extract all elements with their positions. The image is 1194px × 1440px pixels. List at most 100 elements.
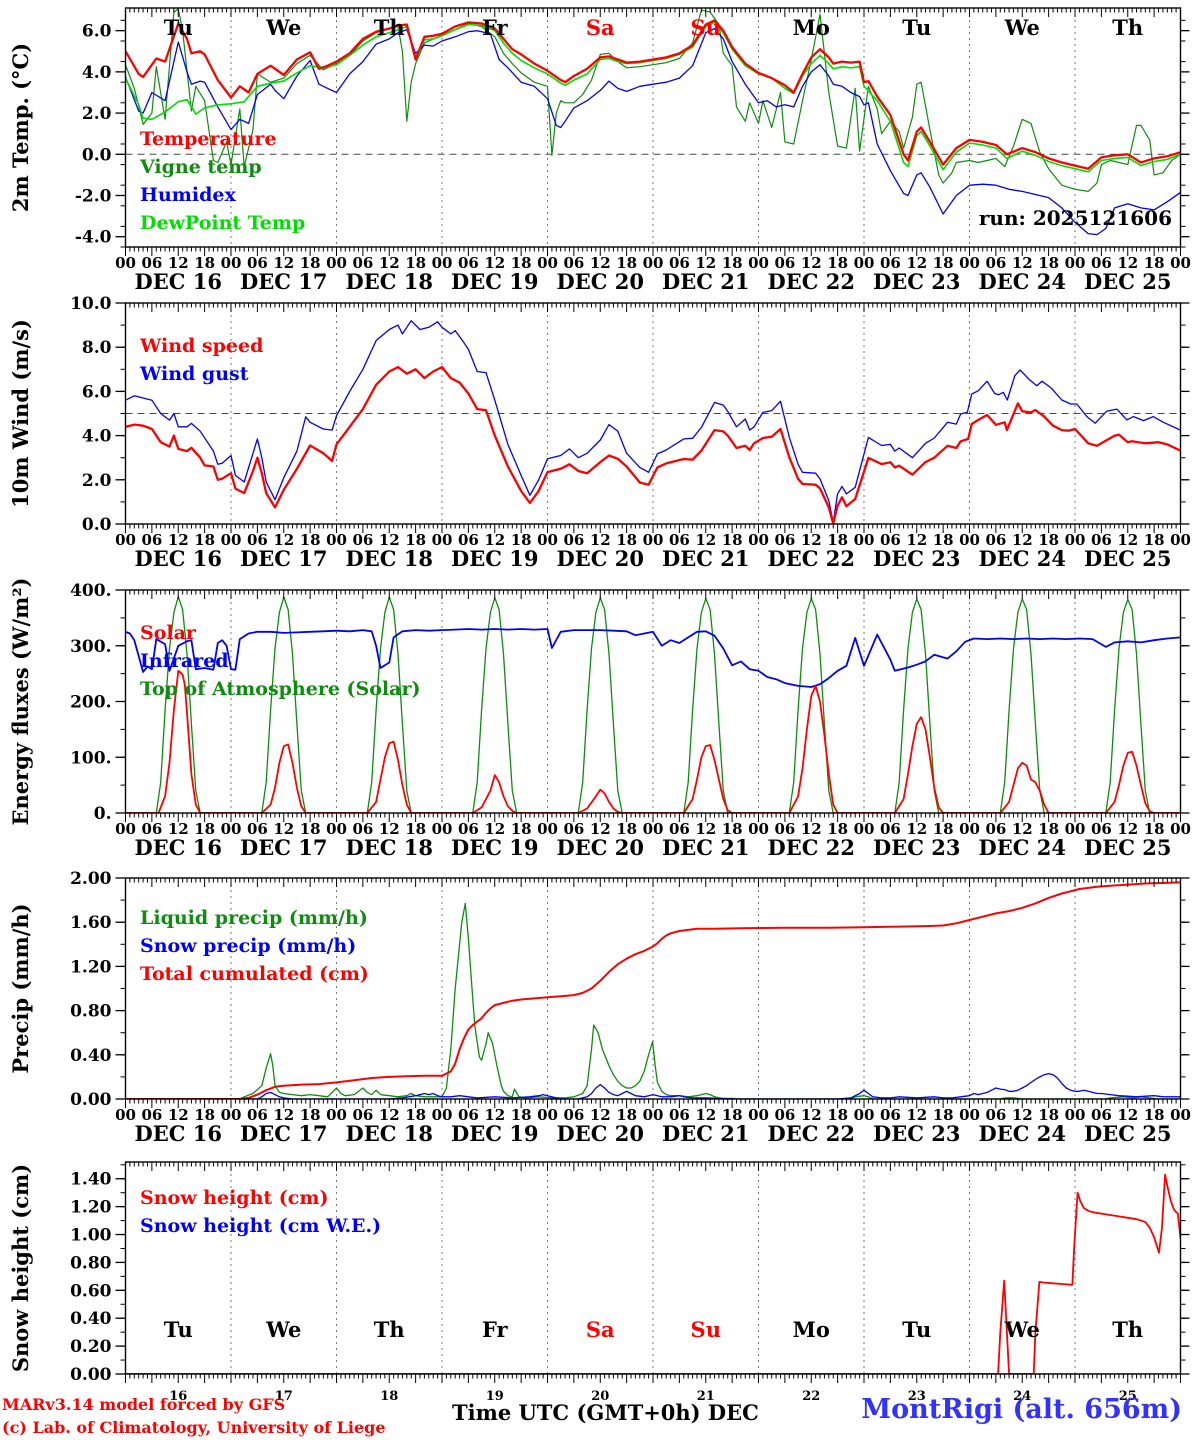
y-axis-title: Snow height (cm) [8, 1164, 33, 1372]
y-tick-label: 6.0 [82, 22, 112, 42]
hour-label: 18 [933, 254, 954, 272]
hour-label: 00 [643, 1106, 664, 1124]
hour-label: 00 [432, 531, 453, 549]
y-tick-label: 0.40 [70, 1046, 112, 1066]
hour-label: 06 [669, 1106, 690, 1124]
panel-2: 10.0 8.0 6.0 4.0 2.0 0.0 10m Wind (m/s) Wind sp… [8, 294, 1191, 571]
day-number-label: 23 [908, 1389, 926, 1404]
hour-label: 00 [221, 531, 242, 549]
hour-label: 00 [1065, 531, 1086, 549]
hour-label: 18 [511, 254, 532, 272]
legend-label: Humidex [140, 184, 236, 206]
hour-label: 12 [590, 254, 611, 272]
legend-label: Snow precip (mm/h) [140, 935, 356, 957]
hour-label: 06 [141, 254, 162, 272]
series-solar [125, 669, 1181, 813]
hour-label: 18 [722, 1106, 743, 1124]
hour-label: 12 [484, 820, 505, 838]
hour-label: 00 [854, 254, 875, 272]
panel-frame [124, 589, 1182, 814]
hour-label: 00 [1065, 820, 1086, 838]
date-label: DEC 18 [346, 269, 433, 294]
hour-label: 18 [1038, 531, 1059, 549]
date-label: DEC 22 [768, 269, 855, 294]
hour-label: 12 [1012, 531, 1033, 549]
hour-label: 06 [1091, 820, 1112, 838]
series-temperature [125, 19, 1181, 170]
day-number-label: 18 [380, 1389, 398, 1404]
hour-label: 06 [352, 531, 373, 549]
hour-label: 06 [563, 531, 584, 549]
hour-label: 00 [432, 820, 453, 838]
y-tick-label: 2.00 [70, 869, 112, 889]
hour-label: 06 [352, 820, 373, 838]
hour-label: 06 [880, 1106, 901, 1124]
hour-label: 18 [300, 254, 321, 272]
hour-label: 12 [484, 254, 505, 272]
panel-3: 400. 300. 200. 100. 0. Energy fluxes (W/m²) So… [8, 578, 1191, 861]
hour-label: 06 [880, 254, 901, 272]
hour-label: 06 [669, 531, 690, 549]
hour-label: 06 [458, 254, 479, 272]
hour-label: 00 [643, 820, 664, 838]
hour-label: 06 [141, 820, 162, 838]
hour-label: 06 [247, 254, 268, 272]
hour-label: 12 [484, 1106, 505, 1124]
date-label: DEC 22 [768, 835, 855, 860]
panel-5: 1.40 1.20 1.00 0.80 0.60 0.40 0.20 0.00 Snow hei… [8, 1161, 1190, 1404]
weekday-label: Tu [902, 15, 931, 40]
hour-label: 18 [722, 820, 743, 838]
hour-label: 00 [643, 254, 664, 272]
date-label: DEC 18 [346, 1121, 433, 1146]
y-tick-label: 400. [70, 581, 111, 601]
hour-label: 18 [1038, 1106, 1059, 1124]
weekday-label: Sa [586, 1317, 615, 1342]
hour-label: 00 [326, 254, 347, 272]
date-label: DEC 19 [451, 835, 538, 860]
y-tick-label: 0. [94, 804, 112, 824]
weekday-label: Th [1112, 15, 1143, 40]
hour-label: 12 [695, 531, 716, 549]
day-number-label: 17 [275, 1389, 293, 1404]
hour-label: 00 [643, 531, 664, 549]
hour-label: 06 [669, 254, 690, 272]
hour-label: 12 [695, 1106, 716, 1124]
date-label: DEC 24 [979, 835, 1066, 860]
hour-label: 00 [221, 1106, 242, 1124]
legend-label: Wind speed [139, 335, 263, 357]
date-label: DEC 21 [662, 269, 749, 294]
hour-label: 06 [458, 1106, 479, 1124]
y-tick-label: 1.20 [70, 1198, 112, 1218]
run-label: run: 2025121606 [978, 206, 1172, 230]
weekday-label: Tu [164, 15, 193, 40]
date-label: DEC 21 [662, 546, 749, 571]
hour-label: 18 [1144, 531, 1165, 549]
date-label: DEC 23 [873, 269, 960, 294]
y-axis-title: 2m Temp. (°C) [8, 43, 33, 212]
y-tick-label: 6.0 [82, 382, 112, 402]
y-tick-label: -2.0 [75, 186, 112, 206]
hour-label: 18 [194, 1106, 215, 1124]
hour-label: 18 [300, 820, 321, 838]
weekday-label: Su [691, 1317, 721, 1342]
weekday-label: We [1004, 1317, 1040, 1342]
hour-label: 18 [194, 531, 215, 549]
y-tick-label: 200. [70, 693, 111, 713]
hour-label: 18 [1144, 1106, 1165, 1124]
hour-label: 06 [458, 820, 479, 838]
legend-label: Snow height (cm) [140, 1187, 328, 1209]
day-number-label: 24 [1013, 1389, 1031, 1404]
hour-label: 18 [300, 531, 321, 549]
legend-label: Snow height (cm W.E.) [140, 1215, 381, 1237]
hour-label: 06 [1091, 254, 1112, 272]
hour-label: 18 [405, 531, 426, 549]
hour-label: 00 [115, 531, 136, 549]
hour-label: 18 [1038, 254, 1059, 272]
hour-label: 00 [221, 820, 242, 838]
hour-label: 00 [854, 1106, 875, 1124]
hour-label: 12 [1012, 820, 1033, 838]
date-label: DEC 22 [768, 546, 855, 571]
hour-label: 12 [379, 1106, 400, 1124]
